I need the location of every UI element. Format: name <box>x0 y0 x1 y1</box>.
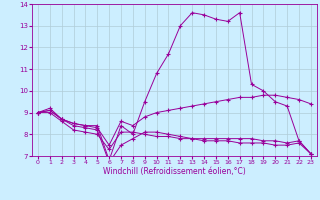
X-axis label: Windchill (Refroidissement éolien,°C): Windchill (Refroidissement éolien,°C) <box>103 167 246 176</box>
